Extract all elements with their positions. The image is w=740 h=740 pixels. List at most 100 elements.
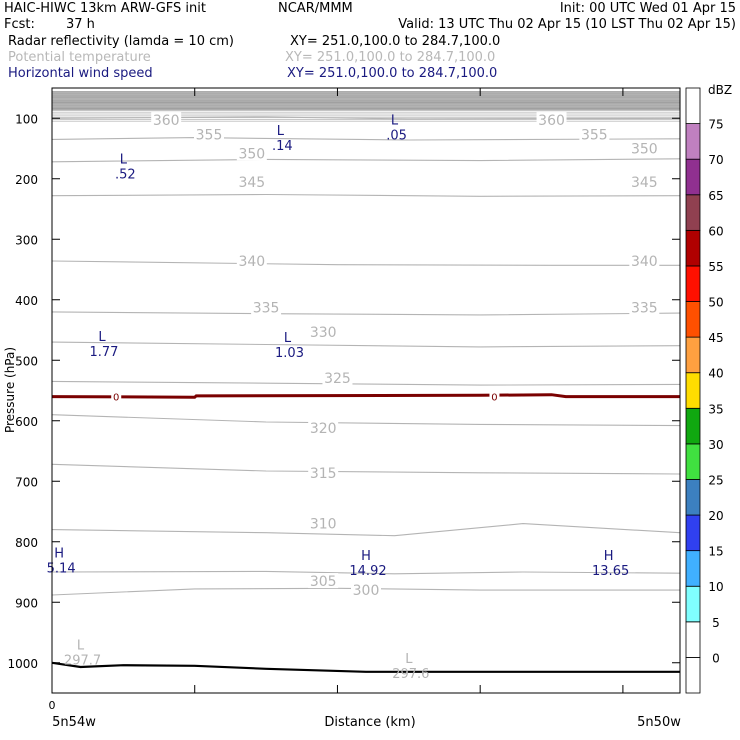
contour-label-bg [194,126,224,142]
contour-label-bg [629,299,660,315]
theta-contour-label: 355 [581,128,608,144]
plot-frame [51,87,681,694]
y-tick-label: 600 [15,415,38,429]
contour-label-bg [151,112,182,128]
colorbar-swatch [685,372,701,409]
y-tick-label: 100 [15,112,38,126]
theta-extremum-letter: L [77,638,85,653]
field-name-wind: Horizontal wind speed [8,66,153,81]
colorbar-tick-label: 30 [708,438,723,452]
contour-labels: 360 360 355 355 350 350 345 345 340 340 335 335 330 3… [47,112,660,682]
colorbar-tick-label: 35 [708,402,723,416]
theta-contour-label: 355 [196,128,223,144]
colorbar-swatch [685,123,701,160]
zero-contour-label: 0 [491,393,497,404]
theta-contour-label: 325 [324,371,351,387]
y-tick-label: 700 [15,475,38,489]
zero-contour [52,393,680,399]
theta-contour-label: 305 [310,574,337,590]
y-axis-label: Pressure (hPa) [3,347,17,433]
y-tick-label: 500 [15,354,38,368]
colorbar-swatch [685,229,701,267]
colorbar-unit: dBZ [708,83,732,97]
colorbar-tick-label: 65 [708,189,723,203]
theta-contour-line [52,463,680,475]
contour-label-bg [629,253,660,269]
theta-contour-label: 335 [631,301,658,317]
wind-extremum-value: 1.03 [275,346,304,361]
contour-label-bg [308,573,339,589]
theta-contour-line [52,523,680,537]
theta-contour-line [52,260,680,266]
colorbar-tick-label: 15 [708,545,723,559]
wind-extremum-letter: H [54,546,64,561]
contour-label-bg [308,323,339,339]
theta-contour-label: 360 [538,113,565,129]
x-end-label: 5n50w [637,715,681,730]
wind-extremum-letter: L [120,153,128,168]
theta-contour-label: 300 [353,583,380,599]
y-tick-label: 1000 [7,657,38,671]
field-xy-reflectivity: XY= 251.0,100.0 to 284.7,100.0 [290,34,501,49]
wind-extremum-letter: L [277,124,285,139]
colorbar-swatch [685,621,701,658]
terrain-surface-line [52,661,680,673]
colorbar-tick-label: 40 [708,367,723,381]
field-xy-wind: XY= 251.0,100.0 to 284.7,100.0 [287,66,498,81]
upper-level-hatch [52,91,680,122]
terrain-line [52,661,680,673]
wind-extremum-value: .05 [386,128,407,143]
x-zero-label: 0 [49,699,56,712]
forecast-label: Fcst: [4,17,35,32]
colorbar-tick-label: 25 [708,473,723,487]
colorbar-tick-label: 55 [708,260,723,274]
colorbar-tick-label: 50 [708,296,723,310]
wind-extremum-letter: L [284,331,292,346]
colorbar-tick-label: 75 [708,118,723,132]
theta-contour-label: 350 [631,142,658,158]
theta-contour-label: 315 [310,466,337,482]
contour-label-bg [629,173,660,189]
theta-contours [52,116,680,596]
colorbar-swatch [685,657,701,694]
contour-label-bg [536,112,567,128]
contour-label-bg [322,369,353,385]
theta-contour-line [52,414,680,427]
x-start-label: 5n54w [52,715,96,730]
zero-contour-label: 0 [113,393,119,404]
colorbar-swatch [685,87,701,124]
zero-contour-line [52,393,680,399]
contour-label-bg [236,173,267,189]
wind-extremum-letter: L [391,113,399,128]
y-tick-label: 900 [15,596,38,610]
contour-label-bg [629,140,660,156]
theta-contour-line [52,311,680,316]
y-tick-label: 800 [15,536,38,550]
theta-contour-line [52,158,680,163]
colorbar-tick-label: 0 [712,651,720,665]
colorbar-tick-label: 70 [708,153,723,167]
theta-contour-label: 345 [631,175,658,191]
field-name-theta: Potential temperature [8,50,151,65]
colorbar: 0 5 10 15 20 25 30 35 40 45 50 55 60 65 70 75 [685,87,724,694]
colorbar-swatch [685,265,701,302]
contour-label-bg [236,145,267,161]
theta-contour-line [52,570,680,575]
theta-contour-label: 340 [631,254,658,270]
colorbar-swatch [685,479,701,516]
colorbar-swatch [685,336,701,374]
field-name-reflectivity: Radar reflectivity (lamda = 10 cm) [8,34,234,49]
theta-contour-line [52,137,680,141]
y-tick-label: 300 [15,233,38,247]
x-axis-label: Distance (km) [324,715,415,730]
colorbar-tick-label: 5 [712,616,720,630]
wind-extremum-value: .52 [115,168,136,183]
colorbar-swatch [685,158,701,196]
field-xy-theta: XY= 251.0,100.0 to 284.7,100.0 [285,50,496,65]
colorbar-swatch [685,585,701,623]
wind-extremum-value: 5.14 [47,561,76,576]
forecast-hours: 37 h [66,17,95,32]
y-tick-label: 200 [15,173,38,187]
chart-title: HAIC-HIWC 13km ARW-GFS init [4,1,206,16]
